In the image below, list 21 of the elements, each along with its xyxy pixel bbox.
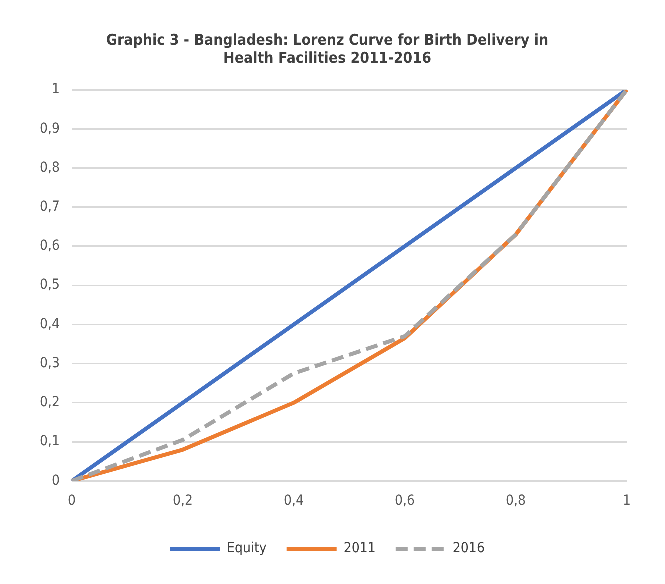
y-tick-label: 0,9 xyxy=(40,120,60,137)
legend-label: 2016 xyxy=(452,540,485,557)
y-tick-label: 0 xyxy=(52,472,60,489)
x-tick-label: 0,2 xyxy=(173,493,194,510)
y-tick-label: 0,6 xyxy=(40,238,60,254)
x-tick-label: 0,8 xyxy=(506,493,526,510)
legend-label: Equity xyxy=(227,540,268,557)
y-tick-label: 0,2 xyxy=(40,394,60,411)
x-tick-label: 0,4 xyxy=(284,493,304,510)
chart-title: Graphic 3 - Bangladesh: Lorenz Curve for Birth Delivery in Health Facilities 2011-2016 xyxy=(106,30,549,67)
y-tick-label: 0,3 xyxy=(40,355,60,372)
x-tick-label: 0 xyxy=(68,493,76,510)
y-tick-label: 0,8 xyxy=(40,160,60,176)
y-tick-label: 0,4 xyxy=(40,316,60,332)
y-tick-label: 0,7 xyxy=(40,199,60,215)
legend-label: 2011 xyxy=(344,540,376,557)
x-tick-label: 1 xyxy=(622,493,632,510)
x-tick-label: 0,6 xyxy=(394,493,416,510)
y-tick-label: 0,5 xyxy=(40,277,60,294)
y-tick-label: 1 xyxy=(52,82,60,98)
y-tick-label: 0,1 xyxy=(40,434,60,450)
